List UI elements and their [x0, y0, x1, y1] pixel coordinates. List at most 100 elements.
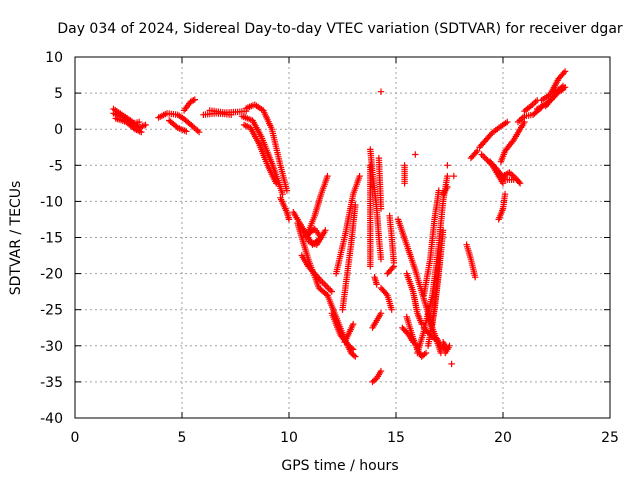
y-tick-label: -30: [40, 339, 63, 355]
data-point: [390, 263, 398, 270]
data-point: [474, 147, 481, 155]
data-point: [377, 310, 385, 317]
x-tick-label: 5: [178, 430, 187, 446]
data-point: [325, 285, 332, 292]
data-point: [327, 286, 334, 294]
data-point: [377, 205, 385, 212]
data-point: [401, 180, 408, 187]
data-point: [321, 280, 328, 288]
data-point: [187, 98, 194, 105]
data-point: [388, 306, 395, 313]
data-point: [532, 98, 539, 105]
data-point: [195, 128, 203, 136]
data-point: [437, 248, 445, 256]
data-point: [192, 126, 200, 133]
data-point: [228, 111, 235, 118]
data-point: [188, 97, 196, 105]
data-point: [501, 191, 509, 198]
y-tick-label: -15: [40, 231, 63, 247]
data-point: [322, 282, 329, 289]
data-point: [534, 97, 541, 104]
x-axis-ticks: 0 5 10 15 20 25: [71, 57, 619, 446]
data-point: [283, 187, 291, 194]
x-tick-label: 0: [71, 430, 80, 446]
data-point: [504, 118, 511, 126]
data-point: [515, 178, 523, 186]
data-point: [273, 180, 280, 187]
data-point: [322, 227, 329, 234]
y-tick-label: -40: [40, 411, 63, 427]
data-point: [530, 100, 538, 107]
data-point: [561, 68, 569, 75]
data-point: [450, 172, 457, 180]
data-point: [279, 191, 286, 198]
data-point: [472, 149, 480, 156]
y-tick-label: -10: [40, 194, 63, 210]
data-point: [429, 334, 437, 341]
data-point: [183, 128, 190, 135]
y-tick-label: -20: [40, 267, 63, 283]
data-point: [383, 290, 390, 297]
data-point: [507, 170, 515, 178]
y-tick-label: -5: [49, 158, 63, 174]
data-point: [324, 172, 331, 180]
data-point: [348, 345, 355, 352]
data-point: [560, 69, 567, 77]
chart-title: Day 034 of 2024, Sidereal Day-to-day VTE…: [57, 21, 623, 37]
data-point: [377, 88, 385, 95]
data-point: [191, 96, 198, 103]
data-point: [421, 351, 428, 358]
data-point: [136, 118, 143, 126]
data-point: [350, 352, 358, 359]
data-point: [444, 346, 451, 353]
data-point: [444, 172, 451, 180]
data-point: [138, 128, 145, 136]
x-tick-label: 15: [387, 430, 405, 446]
y-axis-label: SDTVAR / TECUs: [8, 181, 24, 296]
data-point: [352, 201, 359, 209]
data-point: [373, 281, 380, 288]
data-point: [377, 367, 385, 375]
y-tick-label: 0: [54, 122, 63, 138]
data-point: [350, 346, 357, 353]
y-tick-label: 10: [45, 50, 63, 66]
x-tick-label: 10: [280, 430, 298, 446]
x-axis-label: GPS time / hours: [281, 458, 398, 474]
data-point: [389, 264, 396, 271]
y-axis-ticks: 10 5 0 -5 -10 -15 -20 -25 -30 -35 -40: [40, 50, 610, 427]
y-tick-label: -25: [40, 303, 63, 319]
data-point: [404, 330, 411, 337]
y-tick-label: 5: [54, 86, 63, 102]
data-point: [481, 154, 488, 161]
data-series: [110, 68, 569, 386]
data-point: [317, 277, 325, 284]
y-tick-label: -35: [40, 375, 63, 391]
data-point: [319, 279, 326, 286]
data-point: [472, 274, 479, 281]
data-point: [516, 180, 524, 187]
data-point: [479, 152, 487, 160]
x-tick-label: 20: [494, 430, 512, 446]
x-tick-label: 25: [601, 430, 619, 446]
data-point: [418, 320, 425, 328]
data-point: [521, 118, 528, 126]
data-point: [324, 283, 331, 291]
data-point: [244, 123, 251, 130]
data-point: [499, 180, 507, 187]
data-point: [367, 263, 374, 270]
data-point: [409, 339, 417, 346]
data-point: [377, 256, 385, 263]
data-point: [444, 162, 451, 169]
data-point: [561, 84, 569, 91]
data-point: [448, 360, 455, 368]
data-point: [478, 151, 485, 158]
data-point: [439, 227, 447, 234]
data-point: [444, 183, 451, 191]
data-point: [352, 353, 359, 360]
data-point: [285, 216, 293, 223]
data-point: [190, 97, 197, 104]
data-point: [487, 131, 495, 138]
data-point: [422, 349, 430, 357]
data-point: [412, 151, 419, 158]
